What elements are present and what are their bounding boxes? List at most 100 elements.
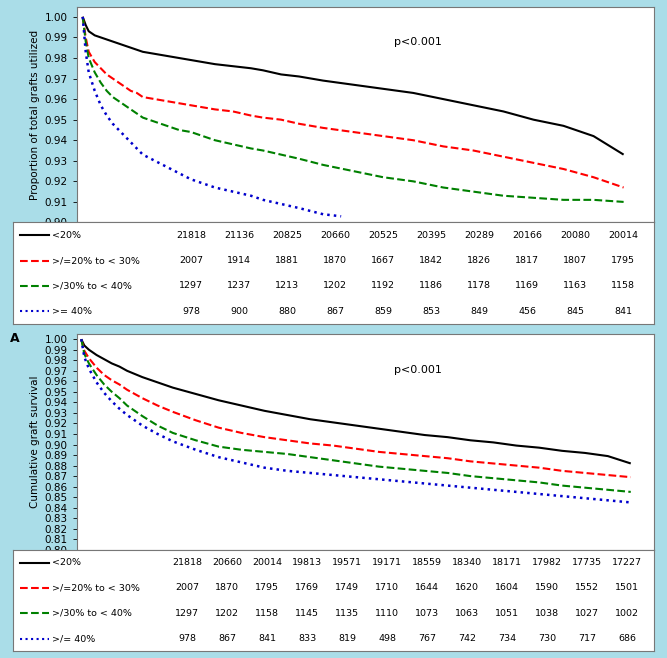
Text: 20014: 20014 [252,558,282,567]
Text: 1710: 1710 [375,584,399,592]
Text: 1644: 1644 [415,584,439,592]
Text: 1063: 1063 [455,609,479,618]
Text: 19571: 19571 [332,558,362,567]
Text: 859: 859 [374,307,392,316]
Text: 1213: 1213 [275,282,299,290]
Text: p<0.001: p<0.001 [394,365,442,375]
Text: 1590: 1590 [535,584,559,592]
Text: 841: 841 [258,634,276,644]
Text: 456: 456 [518,307,536,316]
Text: 841: 841 [614,307,632,316]
Text: 717: 717 [578,634,596,644]
Text: 1145: 1145 [295,609,319,618]
Y-axis label: Proportion of total grafts utilized: Proportion of total grafts utilized [31,30,41,199]
Text: 21818: 21818 [172,558,202,567]
Text: 1110: 1110 [375,609,399,618]
Text: 1604: 1604 [495,584,519,592]
Text: 1501: 1501 [615,584,639,592]
Text: 20014: 20014 [608,231,638,240]
Text: 978: 978 [178,634,196,644]
Text: 819: 819 [338,634,356,644]
Text: 1051: 1051 [495,609,519,618]
Text: 1002: 1002 [615,609,639,618]
Text: 1163: 1163 [563,282,587,290]
Text: 686: 686 [618,634,636,644]
Text: 20080: 20080 [560,231,590,240]
Text: 1237: 1237 [227,282,251,290]
Text: 1038: 1038 [535,609,559,618]
Text: 900: 900 [230,307,248,316]
Text: 1807: 1807 [563,256,587,265]
Text: 21818: 21818 [176,231,206,240]
Text: 742: 742 [458,634,476,644]
Text: 1158: 1158 [255,609,279,618]
Text: 19171: 19171 [372,558,402,567]
Text: <20%: <20% [52,558,81,567]
Text: 1202: 1202 [215,609,239,618]
Text: 1158: 1158 [611,282,635,290]
X-axis label: Time since liver transplant in days: Time since liver transplant in days [275,573,455,583]
Text: 730: 730 [538,634,556,644]
Text: 833: 833 [298,634,316,644]
Text: 20660: 20660 [320,231,350,240]
Text: 1297: 1297 [179,282,203,290]
Text: 734: 734 [498,634,516,644]
Text: 17227: 17227 [612,558,642,567]
Text: 1192: 1192 [371,282,395,290]
Text: 1178: 1178 [467,282,491,290]
Text: 18559: 18559 [412,558,442,567]
Text: 767: 767 [418,634,436,644]
Text: 1667: 1667 [371,256,395,265]
Text: >/=20% to < 30%: >/=20% to < 30% [52,584,139,592]
Text: 18171: 18171 [492,558,522,567]
Text: 17735: 17735 [572,558,602,567]
Text: 867: 867 [326,307,344,316]
Text: A: A [10,332,20,345]
Text: 1795: 1795 [611,256,635,265]
Text: p<0.001: p<0.001 [394,38,442,47]
Text: 1297: 1297 [175,609,199,618]
Text: 867: 867 [218,634,236,644]
Text: 20395: 20395 [416,231,446,240]
Text: 17982: 17982 [532,558,562,567]
Text: 1135: 1135 [335,609,359,618]
Text: 1169: 1169 [515,282,539,290]
Text: 1073: 1073 [415,609,439,618]
Text: 1870: 1870 [215,584,239,592]
Text: <20%: <20% [52,231,81,240]
Text: 498: 498 [378,634,396,644]
Text: >/30% to < 40%: >/30% to < 40% [52,609,131,618]
Text: >/= 40%: >/= 40% [52,634,95,644]
Text: >= 40%: >= 40% [52,307,92,316]
Text: 19813: 19813 [292,558,322,567]
Text: 21136: 21136 [224,231,254,240]
Text: 1842: 1842 [419,256,443,265]
Text: 880: 880 [278,307,296,316]
Text: 1620: 1620 [455,584,479,592]
Text: 1817: 1817 [515,256,539,265]
Text: 1749: 1749 [335,584,359,592]
Text: 978: 978 [182,307,200,316]
Text: 2007: 2007 [175,584,199,592]
Text: 1914: 1914 [227,256,251,265]
Text: 20166: 20166 [512,231,542,240]
Text: 845: 845 [566,307,584,316]
Text: 20289: 20289 [464,231,494,240]
Text: 20525: 20525 [368,231,398,240]
Text: 1186: 1186 [419,282,443,290]
Text: 849: 849 [470,307,488,316]
Text: 1769: 1769 [295,584,319,592]
Text: 1795: 1795 [255,584,279,592]
Text: 1027: 1027 [575,609,599,618]
Text: 20825: 20825 [272,231,302,240]
Text: 1826: 1826 [467,256,491,265]
Text: 1552: 1552 [575,584,599,592]
Text: >/=20% to < 30%: >/=20% to < 30% [52,256,139,265]
X-axis label: Time since liver transplant in days: Time since liver transplant in days [275,245,455,256]
Text: 853: 853 [422,307,440,316]
Text: 1870: 1870 [323,256,347,265]
Text: 20660: 20660 [212,558,242,567]
Text: 1202: 1202 [323,282,347,290]
Text: >/30% to < 40%: >/30% to < 40% [52,282,131,290]
Y-axis label: Cumulative graft survival: Cumulative graft survival [31,376,41,508]
